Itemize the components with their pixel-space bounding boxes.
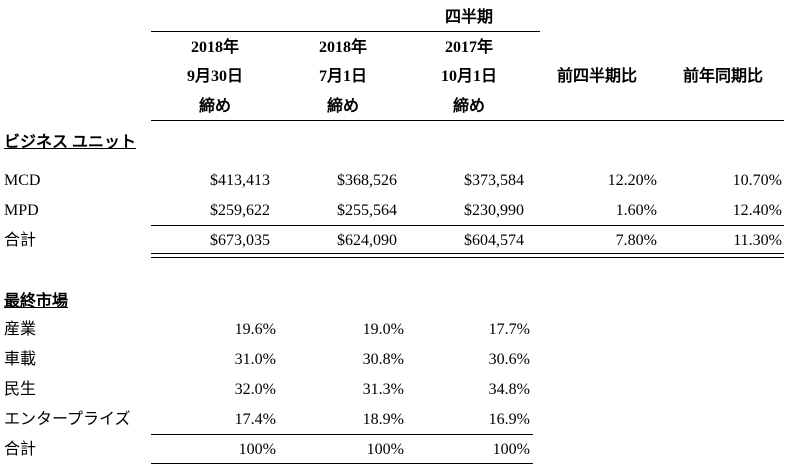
row-label-consumer: 民生	[4, 381, 37, 398]
industrial-col3: 17.7%	[488, 321, 530, 338]
bu-total-col3: $604,574	[464, 232, 524, 249]
em-total-col1: 100%	[238, 441, 276, 458]
row-label-automotive: 車載	[4, 351, 37, 368]
col3-date: 10月1日	[440, 68, 498, 85]
em-total-bottom-rule	[151, 463, 533, 464]
col2-date: 7月1日	[318, 68, 368, 85]
automotive-col1: 31.0%	[234, 351, 276, 368]
row-label-mpd: MPD	[4, 202, 39, 219]
em-total-col2: 100%	[366, 441, 404, 458]
col3-year: 2017年	[444, 39, 494, 56]
mcd-yoy: 10.70%	[732, 172, 782, 189]
col-yoy-header: 前年同期比	[682, 68, 764, 85]
mpd-col2: $255,564	[337, 202, 397, 219]
automotive-col3: 30.6%	[488, 351, 530, 368]
quarter-group-title: 四半期	[444, 9, 494, 26]
industrial-col1: 19.6%	[234, 321, 276, 338]
bu-total-yoy: 11.30%	[733, 232, 782, 249]
row-label-em-total: 合計	[4, 441, 37, 458]
em-subtotal-rule	[151, 434, 533, 435]
bu-total-col2: $624,090	[337, 232, 397, 249]
mcd-col3: $373,584	[464, 172, 524, 189]
business-units-title: ビジネス ユニット	[4, 134, 137, 151]
row-label-bu-total: 合計	[4, 232, 37, 249]
bu-subtotal-rule	[151, 225, 784, 226]
header-bottom-rule	[151, 120, 784, 121]
col2-year: 2018年	[318, 39, 368, 56]
bu-total-double-rule	[151, 253, 784, 258]
col-qoq-header: 前四半期比	[556, 68, 638, 85]
col1-date: 9月30日	[186, 68, 244, 85]
mpd-col1: $259,622	[210, 202, 270, 219]
end-markets-title: 最終市場	[4, 293, 69, 310]
header-divider	[151, 31, 540, 32]
mpd-qoq: 1.60%	[615, 202, 657, 219]
mcd-col1: $413,413	[210, 172, 270, 189]
enterprise-col2: 18.9%	[362, 411, 404, 428]
row-label-mcd: MCD	[4, 172, 41, 189]
consumer-col1: 32.0%	[234, 381, 276, 398]
mpd-yoy: 12.40%	[732, 202, 782, 219]
automotive-col2: 30.8%	[362, 351, 404, 368]
col1-year: 2018年	[190, 39, 240, 56]
bu-total-col1: $673,035	[210, 232, 270, 249]
bu-total-qoq: 7.80%	[615, 232, 657, 249]
consumer-col2: 31.3%	[362, 381, 404, 398]
mcd-col2: $368,526	[337, 172, 397, 189]
col3-ending: 締め	[452, 98, 486, 115]
consumer-col3: 34.8%	[488, 381, 530, 398]
em-total-col3: 100%	[492, 441, 530, 458]
mcd-qoq: 12.20%	[607, 172, 657, 189]
mpd-col3: $230,990	[464, 202, 524, 219]
row-label-industrial: 産業	[4, 321, 37, 338]
col2-ending: 締め	[326, 98, 360, 115]
industrial-col2: 19.0%	[362, 321, 404, 338]
enterprise-col3: 16.9%	[488, 411, 530, 428]
enterprise-col1: 17.4%	[234, 411, 276, 428]
col1-ending: 締め	[198, 98, 232, 115]
row-label-enterprise: エンタープライズ	[4, 411, 131, 428]
